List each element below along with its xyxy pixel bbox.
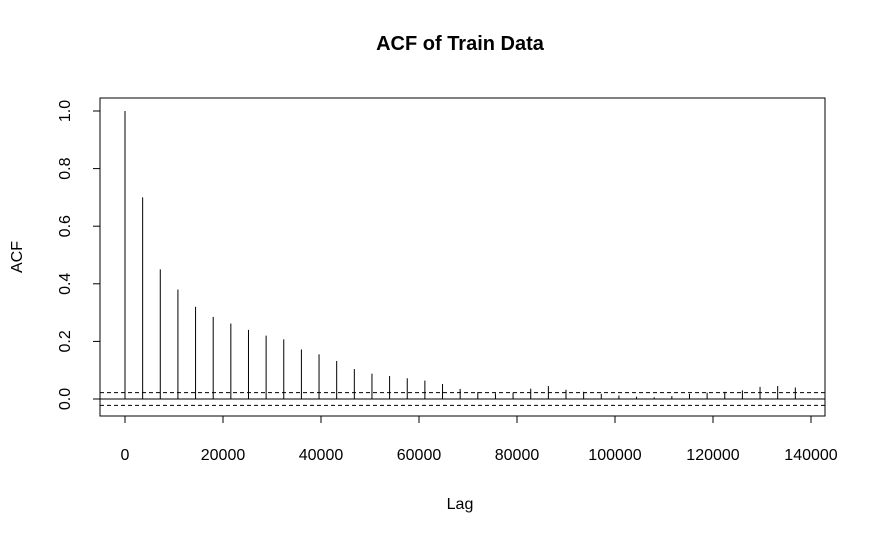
y-tick-label: 0.0 <box>57 388 74 410</box>
chart-title: ACF of Train Data <box>376 33 545 55</box>
x-tick-label: 120000 <box>686 447 739 464</box>
plot-frame <box>99 97 826 417</box>
y-tick-label: 1.0 <box>57 100 74 122</box>
confidence-bounds <box>100 392 825 406</box>
y-tick-label: 0.2 <box>57 330 74 352</box>
x-tick-label: 140000 <box>784 447 837 464</box>
x-tick-label: 40000 <box>299 447 344 464</box>
x-tick-label: 80000 <box>495 447 540 464</box>
y-tick-label: 0.8 <box>57 157 74 179</box>
x-axis-label: Lag <box>447 496 474 513</box>
y-axis: 0.0 0.2 0.4 0.6 0.8 1.0 <box>57 100 100 410</box>
x-axis: 0 20000 40000 60000 80000 100000 120000 140000 <box>121 416 838 464</box>
y-tick-label: 0.6 <box>57 215 74 237</box>
x-tick-label: 60000 <box>397 447 442 464</box>
x-tick-label: 100000 <box>588 447 641 464</box>
acf-bars <box>124 111 796 399</box>
x-tick-label: 20000 <box>201 447 246 464</box>
x-tick-label: 0 <box>121 447 130 464</box>
y-axis-label: ACF <box>9 241 26 273</box>
y-tick-label: 0.4 <box>57 273 74 295</box>
